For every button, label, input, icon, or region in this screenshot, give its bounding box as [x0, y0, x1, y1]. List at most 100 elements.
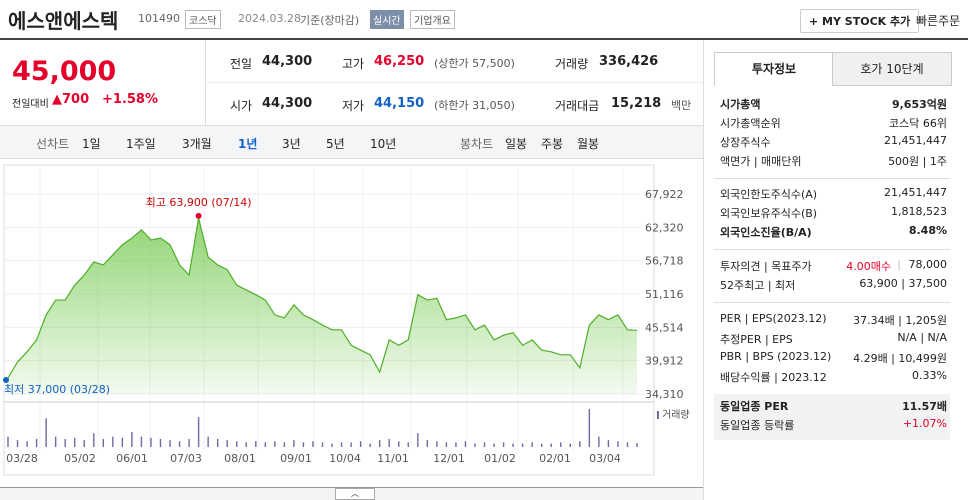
info-label: 외국인보유주식수(B) [720, 207, 818, 220]
volume-bar [426, 440, 429, 447]
legend-swatch [657, 411, 659, 419]
volume-bar [617, 441, 619, 447]
group-divider [714, 249, 950, 250]
volume-bar [464, 441, 467, 447]
info-label: 동일업종 등락률 [720, 419, 795, 432]
y-tick-label: 51,116 [645, 288, 684, 301]
stat-value: 44,300 [262, 54, 313, 69]
mystock-button[interactable]: + MY STOCK 추가 [800, 9, 920, 33]
stat-value: 336,426 [599, 54, 659, 69]
panel-tab[interactable]: 투자정보 [714, 52, 834, 86]
volume-bar [407, 442, 409, 447]
info-label: 상장주식수 [720, 136, 771, 149]
volume-bar [255, 441, 257, 447]
period-tab[interactable]: 10년 [370, 137, 397, 151]
stat-label: 저가 [342, 99, 365, 113]
volume-bar [26, 441, 28, 447]
volume-bar [417, 433, 419, 447]
realtime-badge[interactable]: 실시간 [370, 10, 404, 29]
x-tick-label: 05/02 [64, 452, 96, 465]
x-tick-label: 08/01 [224, 452, 256, 465]
x-tick-label: 10/04 [329, 452, 361, 465]
summary-bg [714, 394, 950, 440]
group-divider [714, 178, 950, 179]
info-label: 외국인한도주식수(A) [720, 188, 818, 201]
overview-button[interactable]: 기업개요 [410, 10, 455, 29]
volume-bar [378, 440, 381, 447]
stat-label: 거래량 [555, 57, 589, 71]
candle-tab[interactable]: 주봉 [541, 137, 564, 151]
x-tick-label: 02/01 [539, 452, 571, 465]
volume-bar [512, 443, 514, 447]
candle-tab[interactable]: 월봉 [577, 137, 600, 151]
volume-bar [493, 443, 495, 447]
info-label: 52주최고 | 최저 [720, 279, 796, 292]
stat-value: 44,300 [262, 96, 313, 111]
volume-bar [569, 443, 571, 447]
change-label: 전일대비 [12, 99, 49, 110]
period-tab[interactable]: 1주일 [126, 137, 156, 151]
info-value2: 78,000 [908, 258, 948, 271]
info-value: 0.33% [912, 369, 947, 382]
volume-bar [321, 442, 324, 447]
x-tick-label: 03/04 [589, 452, 621, 465]
volume-bar [350, 442, 352, 447]
info-value: 코스닥 66위 [889, 117, 947, 130]
candle-tab[interactable]: 일봉 [505, 137, 528, 151]
period-tab[interactable]: 1년 [238, 137, 258, 151]
quick-order[interactable]: 빠른주문 [916, 14, 961, 28]
x-tick-label: 06/01 [116, 452, 148, 465]
volume-bar [436, 441, 438, 447]
info-value: 1,818,523 [891, 205, 947, 218]
info-label: 액면가 | 매매단위 [720, 155, 802, 168]
volume-bar [588, 409, 591, 447]
change-rate: +1.58% [102, 92, 158, 107]
stat-value: 44,150 [374, 96, 425, 111]
x-tick-label: 12/01 [433, 452, 465, 465]
x-tick-label: 03/28 [6, 452, 38, 465]
volume-bar [178, 441, 181, 447]
volume-bar [45, 418, 47, 447]
collapse-button[interactable]: ︿ [335, 488, 375, 500]
volume-bar [245, 442, 247, 447]
volume-bar [388, 438, 390, 447]
stat-sub: 백만 [671, 99, 692, 112]
info-label: PBR | BPS (2023.12) [720, 350, 832, 363]
panel-tab[interactable]: 호가 10단계 [832, 52, 952, 86]
volume-bar [502, 442, 505, 447]
volume-bar [93, 433, 95, 447]
tab-label: 봉차트 [460, 137, 494, 151]
stock-code: 101490 [138, 12, 180, 25]
stat-value: 46,250 [374, 54, 425, 69]
period-tab[interactable]: 3개월 [182, 137, 212, 151]
period-tabs: 선차트 1일 1주일 3개월 1년 3년 5년 10년 봉차트 일봉 주봉 월봉 [0, 125, 703, 159]
x-tick-label: 07/03 [170, 452, 202, 465]
stat-value: 15,218 [611, 96, 662, 111]
price-chart: 67,922 62,320 56,718 51,116 45,514 39,912 34,3… [3, 164, 690, 476]
volume-bar [598, 436, 600, 447]
x-tick-label: 09/01 [280, 452, 312, 465]
period-tab[interactable]: 1일 [82, 137, 101, 151]
header: 에스앤에스텍 101490 코스닥 2024.03.28 기준(장마감) 실시간… [0, 0, 968, 40]
volume-bar [54, 436, 57, 447]
change-value: 700 [62, 92, 90, 107]
low-label: 최저 37,000 (03/28) [4, 383, 110, 396]
volume-bar [197, 417, 200, 447]
info-label: 투자의견 | 목표주가 [720, 260, 812, 273]
stat-sub: (상한가 57,500) [434, 57, 515, 70]
market-badge: 코스닥 [185, 10, 221, 29]
volume-bar [112, 436, 114, 447]
info-label: 배당수익률 | 2023.12 [720, 371, 827, 384]
volume-bar [293, 440, 295, 447]
volume-bar [445, 442, 448, 447]
volume-bar [159, 438, 162, 447]
period-tab[interactable]: 3년 [282, 137, 301, 151]
low-marker [3, 376, 9, 383]
volume-bar [369, 443, 371, 447]
info-label: 시가총액 [720, 98, 761, 111]
info-value: 37.34배 | 1,205원 [853, 314, 947, 327]
volume-bar [560, 442, 562, 447]
info-value: N/A | N/A [897, 331, 947, 344]
period-tab[interactable]: 5년 [326, 137, 345, 151]
